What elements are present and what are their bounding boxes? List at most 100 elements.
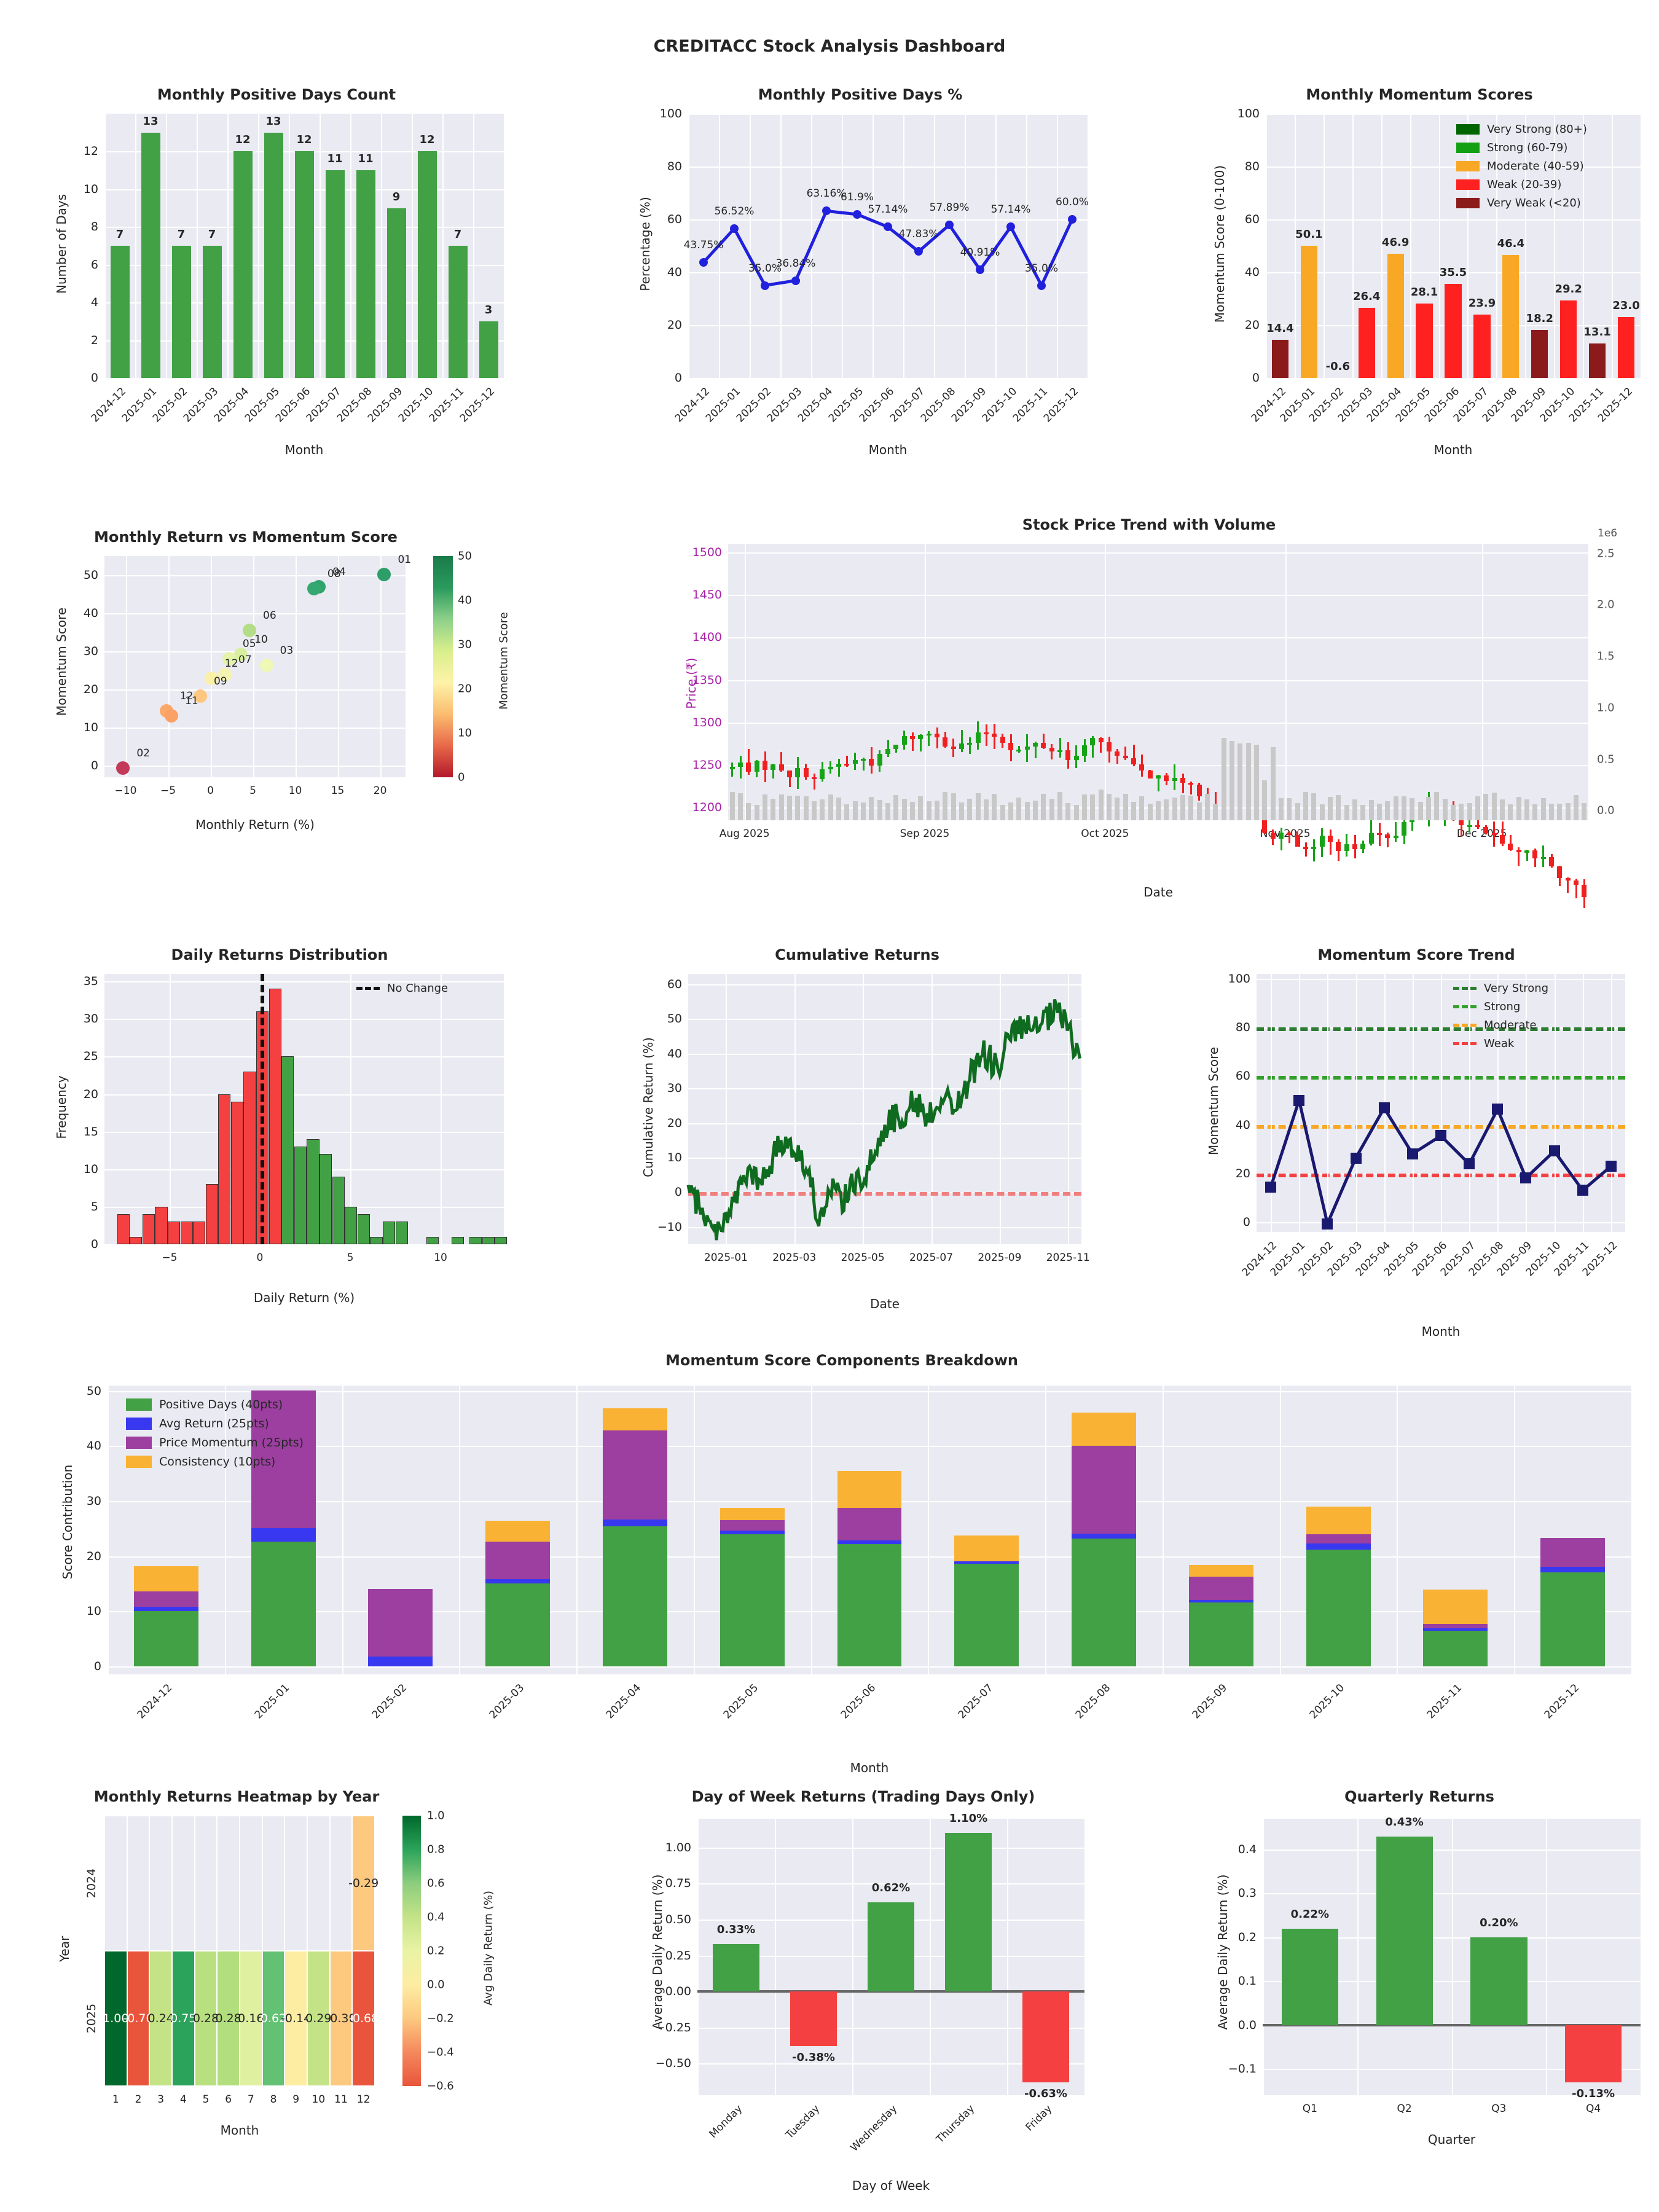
- gridline: [928, 1386, 930, 1674]
- histogram-bar: [243, 1071, 256, 1244]
- volume-tick-label: 1.0: [1597, 701, 1615, 715]
- y-tick-label: 40: [667, 265, 682, 279]
- volume-bar: [1319, 804, 1325, 820]
- gridline: [441, 974, 442, 1244]
- heatmap-cell-value: -0.30: [326, 2012, 356, 2025]
- y-axis-label: Cumulative Return (%): [641, 1037, 656, 1177]
- candle-wick: [1501, 822, 1504, 846]
- legend-item: Consistency (10pts): [126, 1455, 304, 1469]
- candle-wick: [1190, 781, 1192, 795]
- chart-stock-price-volume: Stock Price Trend with Volume 1200 1250 13…: [651, 516, 1647, 909]
- bar: [1531, 329, 1548, 378]
- bar: [110, 246, 130, 378]
- bar: [1022, 1991, 1069, 2082]
- legend-label: Very Weak (<20): [1487, 197, 1581, 210]
- heatmap-cell: [127, 1816, 149, 1950]
- x-tick-label: 9: [292, 2093, 300, 2106]
- volume-bar: [1393, 796, 1398, 820]
- plot-area: 1.00 0.75 0.50 0.25 0.00 −0.25 −0.50 0.33% -0.38…: [656, 1812, 1086, 2154]
- y-tick-label: 10: [83, 721, 98, 735]
- stacked-segment: [1188, 1576, 1253, 1601]
- candle-wick: [928, 731, 930, 747]
- gridline: [873, 114, 874, 378]
- gridline: [794, 974, 796, 1244]
- bar: [141, 132, 160, 378]
- bar-value-label: 35.5: [1439, 266, 1467, 280]
- y-tick-label: 1450: [692, 588, 722, 602]
- candle-body: [1565, 878, 1571, 880]
- volume-bar: [754, 805, 759, 820]
- bar-value-label: 7: [116, 228, 124, 241]
- candle-body: [1196, 784, 1202, 796]
- candle-body: [1516, 849, 1521, 853]
- chart-title: Stock Price Trend with Volume: [1022, 516, 1276, 533]
- heatmap-cell-value: 0.29: [305, 2012, 332, 2025]
- bar-value-label: 11: [327, 152, 343, 166]
- volume-bar: [1164, 799, 1169, 820]
- volume-bar: [1360, 805, 1366, 820]
- y-tick-label: 0: [1242, 1215, 1250, 1230]
- candle-wick: [1477, 820, 1479, 830]
- volume-bar: [803, 796, 809, 820]
- x-tick-label: 2024-12: [135, 1682, 175, 1722]
- bar-value-label: 0.62%: [871, 1881, 911, 1894]
- legend-item: Positive Days (40pts): [126, 1398, 304, 1411]
- gridline: [697, 1819, 699, 2095]
- chart-title: Monthly Momentum Scores: [1306, 86, 1533, 103]
- volume-bar: [1499, 799, 1505, 820]
- chart-title: Day of Week Returns (Trading Days Only): [691, 1788, 1035, 1805]
- gridline: [1266, 167, 1641, 168]
- gridline: [1381, 114, 1382, 378]
- candle-body: [967, 742, 973, 745]
- legend-dash: [356, 987, 380, 990]
- x-tick-label: 2025-06: [838, 1682, 879, 1722]
- volume-bar: [1327, 796, 1333, 820]
- bar: [386, 208, 406, 378]
- y-axis-label: Price (₹): [684, 657, 699, 709]
- gridline: [1266, 272, 1641, 273]
- y-tick-label: 0: [93, 1659, 101, 1673]
- point-label: 12: [179, 690, 194, 702]
- plot-area: 0 20 40 60 80 100 2024-12 2025-01 2025-02 2025-03…: [1228, 972, 1625, 1279]
- legend-item: Avg Return (25pts): [126, 1417, 304, 1430]
- y-tick-label: 30: [667, 1081, 682, 1096]
- candle-body: [860, 759, 866, 761]
- volume-bar: [1016, 797, 1022, 820]
- volume-bar: [828, 794, 833, 820]
- y-axis-label: Momentum Score: [1206, 1046, 1221, 1156]
- data-point: [1006, 222, 1015, 232]
- point-label: 09: [213, 675, 227, 688]
- y-tick-label: −0.50: [655, 2057, 691, 2071]
- candle-body: [762, 761, 768, 771]
- gridline: [1266, 378, 1641, 379]
- histogram-bar: [357, 1214, 370, 1244]
- heatmap-cell: [308, 1951, 329, 2085]
- stacked-segment: [954, 1535, 1019, 1562]
- point-value-label: 61.9%: [840, 190, 874, 203]
- gridline: [381, 114, 382, 378]
- bar: [479, 321, 498, 378]
- histogram-bar: [281, 1056, 294, 1244]
- data-marker: [1492, 1104, 1504, 1115]
- bar-value-label: 9: [392, 190, 401, 203]
- data-point: [945, 221, 954, 230]
- gridline: [125, 556, 127, 777]
- heatmap-cell-value: -0.29: [348, 1877, 379, 1890]
- point-value-label: 36.84%: [775, 257, 816, 270]
- chart-title: Monthly Return vs Momentum Score: [94, 528, 398, 546]
- gridline: [1641, 1819, 1642, 2095]
- volume-bar: [901, 798, 907, 820]
- candle-body: [786, 771, 793, 778]
- chart-daily-returns-distribution: Daily Returns Distribution 0 5 10 15 20 25 30 3…: [37, 946, 522, 1305]
- x-tick-label: 2025-05: [841, 1252, 885, 1264]
- y-tick-label: 100: [1228, 971, 1250, 986]
- x-tick-label: −5: [162, 1252, 178, 1264]
- heatmap-cell: [262, 1816, 284, 1950]
- y-tick-label: 40: [86, 1439, 101, 1453]
- gridline: [1526, 974, 1528, 1232]
- x-axis-label: Monthly Return (%): [195, 817, 315, 832]
- gridline: [1438, 114, 1440, 378]
- stacked-segment: [1306, 1549, 1371, 1666]
- histogram-bar: [230, 1101, 244, 1244]
- bar: [294, 151, 314, 378]
